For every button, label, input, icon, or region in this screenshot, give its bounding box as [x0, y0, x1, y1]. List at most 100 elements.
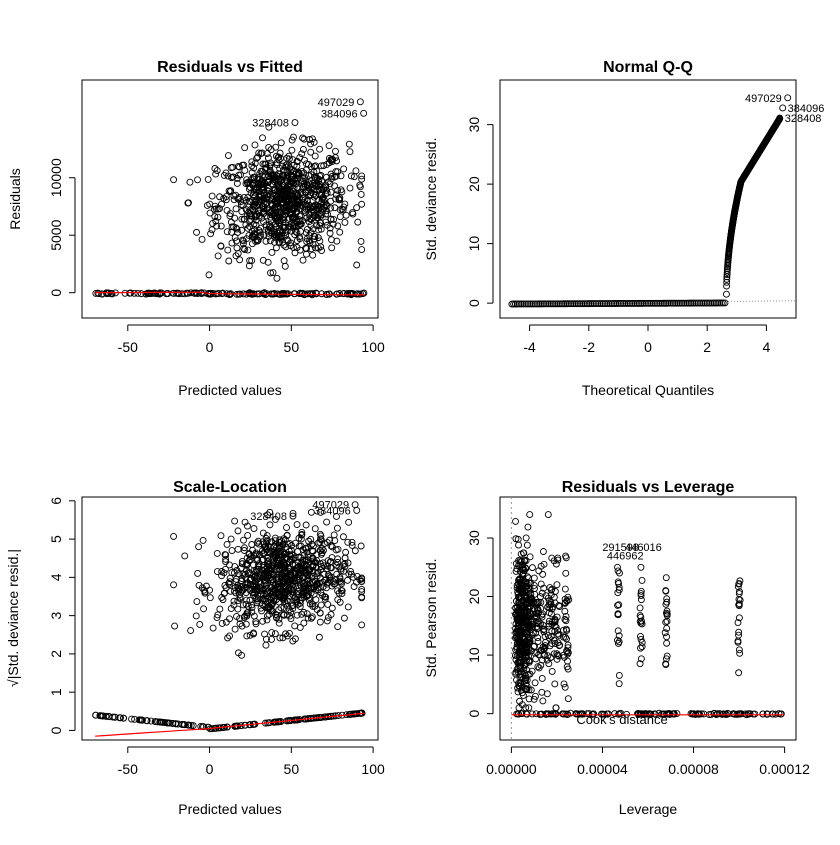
data-point — [233, 174, 241, 182]
data-point — [637, 563, 645, 571]
x-tick-label: 100 — [361, 339, 385, 355]
y-axis-label: Residuals — [7, 168, 23, 229]
data-point — [335, 195, 343, 203]
data-point — [515, 710, 523, 718]
data-point — [303, 238, 311, 245]
data-point — [227, 187, 235, 195]
x-tick-label: 4 — [763, 339, 771, 355]
data-point — [303, 160, 310, 168]
data-point — [250, 188, 258, 196]
data-point — [717, 299, 725, 307]
data-point — [193, 228, 201, 236]
data-point — [195, 581, 203, 589]
data-point — [257, 150, 265, 157]
data-point — [304, 575, 312, 582]
data-point — [108, 289, 116, 297]
data-point — [216, 605, 224, 613]
data-point — [674, 299, 682, 307]
data-point — [698, 299, 706, 307]
data-point — [289, 512, 297, 520]
data-point — [284, 216, 292, 223]
data-point — [240, 544, 248, 552]
data-point — [296, 603, 304, 610]
y-tick-label: 20 — [466, 176, 482, 192]
data-points — [508, 94, 792, 308]
data-point — [312, 202, 320, 210]
data-point — [561, 683, 569, 691]
data-point — [194, 176, 201, 184]
data-point — [261, 543, 269, 551]
data-point — [336, 194, 344, 202]
data-point — [313, 290, 320, 298]
data-point — [274, 153, 282, 161]
data-point — [311, 233, 319, 241]
data-point — [349, 573, 357, 581]
data-point — [562, 300, 570, 308]
data-point — [612, 300, 620, 307]
panel-residuals-vs-fitted: Residuals vs Fitted Predicted values Res… — [7, 59, 385, 398]
data-point — [320, 562, 328, 570]
data-point — [235, 171, 243, 179]
data-point — [319, 583, 327, 591]
data-point — [556, 603, 563, 611]
data-point — [554, 300, 562, 308]
data-point — [528, 300, 535, 308]
data-point — [317, 211, 325, 219]
data-point — [259, 529, 267, 537]
data-point — [304, 556, 312, 564]
data-point — [508, 300, 516, 308]
data-point — [192, 612, 200, 620]
data-point — [644, 299, 652, 307]
data-point — [237, 583, 245, 591]
data-point — [666, 710, 673, 718]
data-point — [358, 172, 366, 180]
data-point — [241, 215, 249, 223]
data-point — [523, 686, 530, 694]
data-point — [257, 167, 265, 175]
data-point — [550, 650, 558, 658]
data-point — [663, 595, 671, 603]
data-point — [305, 537, 313, 545]
data-point — [646, 299, 654, 307]
data-point — [234, 545, 242, 553]
data-point — [585, 300, 593, 308]
data-point — [636, 710, 644, 718]
y-tick-label: 3 — [48, 612, 64, 620]
data-point — [267, 269, 274, 277]
data-point — [243, 611, 251, 619]
x-axis-label: Theoretical Quantiles — [582, 382, 714, 398]
data-point — [232, 252, 240, 260]
data-point — [244, 246, 252, 254]
data-point — [527, 686, 535, 694]
data-point — [303, 610, 311, 618]
data-point — [581, 300, 589, 308]
data-point — [537, 605, 545, 613]
data-point — [222, 555, 230, 563]
data-point — [538, 300, 546, 308]
data-point — [544, 652, 552, 660]
data-point — [96, 712, 104, 720]
data-point — [537, 580, 545, 588]
data-point — [578, 300, 586, 308]
data-point — [518, 557, 526, 565]
data-point — [637, 592, 645, 600]
data-point — [538, 675, 546, 682]
data-point — [344, 603, 352, 611]
data-point — [294, 548, 302, 555]
data-point — [248, 257, 256, 264]
data-point — [322, 200, 330, 208]
data-point — [307, 148, 315, 156]
data-point — [545, 660, 553, 668]
data-point — [673, 710, 681, 718]
data-point — [332, 147, 339, 155]
data-point — [569, 300, 577, 308]
data-point — [334, 587, 342, 595]
data-point — [224, 246, 232, 254]
data-point — [655, 709, 663, 717]
data-point — [298, 610, 306, 618]
data-point — [317, 508, 325, 516]
data-point — [583, 300, 591, 308]
data-point — [314, 244, 322, 252]
data-point — [274, 568, 282, 575]
